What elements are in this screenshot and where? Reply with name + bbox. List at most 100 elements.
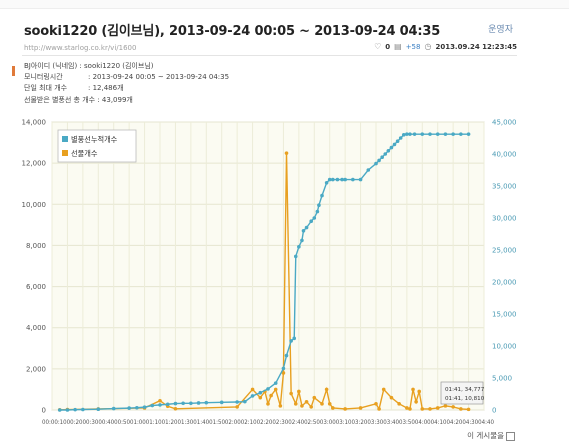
cumulative-series-point bbox=[466, 132, 471, 136]
view-count: +58 bbox=[405, 42, 421, 51]
cumulative-series-point bbox=[293, 254, 298, 259]
tooltip-box bbox=[440, 381, 484, 405]
info-row-total: 선물받은 별풍선 총 개수 : 43,099개 bbox=[24, 95, 229, 106]
info-label: 선물받은 별풍선 총 개수 : bbox=[24, 95, 100, 104]
cumulative-series-point bbox=[358, 177, 363, 182]
cumulative-series-point bbox=[96, 407, 101, 412]
y-left-tick-label: 8,000 bbox=[26, 242, 46, 250]
gift-series-point bbox=[266, 402, 270, 406]
gift-series-point bbox=[408, 407, 412, 411]
gift-series-point bbox=[451, 405, 455, 409]
info-block: BJ아이디 (닉네임) : sooki1220 (김이브님) 모니터링시간: 2… bbox=[24, 61, 229, 106]
cumulative-series-point bbox=[315, 209, 320, 214]
cumulative-series-point bbox=[301, 229, 306, 233]
y-right-tick-label: 45,000 bbox=[492, 119, 517, 127]
list-link-label: 이 게시물을 bbox=[467, 431, 504, 440]
cumulative-series-point bbox=[401, 133, 406, 137]
cumulative-series-point bbox=[459, 132, 463, 136]
gift-series-point bbox=[284, 151, 289, 155]
info-value: 43,099개 bbox=[101, 95, 133, 104]
cumulative-series-point bbox=[386, 149, 391, 153]
post-url[interactable]: http://www.starlog.co.kr/vi/1600 bbox=[24, 44, 137, 52]
cumulative-series-point bbox=[383, 152, 388, 156]
post-meta: ♡ 0 ▤ +58 ◷ 2013.09.24 12:23:45 bbox=[374, 42, 517, 51]
gift-series-point bbox=[343, 407, 347, 411]
cumulative-series-point bbox=[165, 402, 170, 407]
cumulative-series-point bbox=[408, 132, 412, 136]
y-left-tick-label: 4,000 bbox=[26, 324, 46, 332]
y-right-tick-label: 0 bbox=[492, 407, 496, 415]
y-right-tick-label: 15,000 bbox=[492, 311, 517, 319]
post-timestamp: 2013.09.24 12:23:45 bbox=[435, 42, 517, 51]
gift-series-point bbox=[459, 407, 463, 411]
tooltip-line: 01:41, 10,810 bbox=[445, 396, 485, 402]
cumulative-series-point bbox=[196, 401, 201, 405]
browser-top-strip bbox=[0, 0, 569, 9]
cumulative-series-point bbox=[173, 401, 178, 406]
cumulative-series-point bbox=[81, 407, 85, 412]
cumulative-series-point bbox=[343, 177, 347, 182]
cumulative-series-point bbox=[219, 400, 224, 405]
cumulative-series-point bbox=[317, 203, 321, 207]
gift-series-point bbox=[158, 398, 162, 403]
cumulative-series-point bbox=[366, 168, 371, 172]
cumulative-series-point bbox=[340, 177, 344, 182]
gift-series-point bbox=[358, 406, 363, 410]
info-row-max: 단일 최대 개수: 12,486개 bbox=[24, 83, 229, 94]
gift-series-point bbox=[428, 407, 432, 411]
cumulative-series-point bbox=[451, 132, 455, 136]
cumulative-series-point bbox=[289, 339, 293, 343]
cumulative-series-point bbox=[405, 132, 409, 136]
cumulative-series-point bbox=[181, 401, 185, 406]
cumulative-series-point bbox=[312, 216, 317, 220]
footer-link[interactable]: 이 게시물을 bbox=[467, 430, 515, 441]
gift-series-point bbox=[300, 404, 304, 408]
legend-label: 선물개수 bbox=[71, 149, 98, 158]
gift-series-point bbox=[173, 406, 178, 411]
info-row-bj: BJ아이디 (닉네임) : sooki1220 (김이브님) bbox=[24, 61, 229, 72]
y-left-tick-label: 2,000 bbox=[26, 365, 46, 373]
gift-series-point bbox=[420, 407, 425, 411]
cumulative-series-point bbox=[331, 177, 335, 182]
cumulative-series-point bbox=[142, 405, 147, 409]
info-label: 모니터링시간 bbox=[24, 73, 63, 82]
y-right-tick-label: 5,000 bbox=[492, 375, 512, 383]
cumulative-series-point bbox=[374, 161, 378, 166]
gift-series-point bbox=[466, 407, 471, 412]
cumulative-series-point bbox=[284, 353, 289, 358]
view-icon: ▤ bbox=[394, 42, 402, 51]
y-left-tick-label: 12,000 bbox=[22, 160, 47, 168]
gift-series-point bbox=[293, 402, 298, 406]
cumulative-series-point bbox=[273, 381, 278, 385]
cumulative-series-point bbox=[127, 406, 131, 410]
legend-box bbox=[57, 129, 137, 163]
gift-series-point bbox=[435, 406, 440, 410]
cumulative-series-point bbox=[57, 408, 62, 412]
cumulative-series-point bbox=[392, 142, 397, 147]
info-value: : 12,486개 bbox=[88, 84, 124, 93]
cumulative-series-point bbox=[243, 399, 247, 404]
cumulative-series-point bbox=[327, 177, 332, 182]
gift-series-point bbox=[417, 389, 422, 394]
cumulative-series-point bbox=[111, 406, 116, 411]
cumulative-series-point bbox=[380, 155, 384, 159]
gift-series-point bbox=[331, 406, 335, 410]
x-tick-labels: 00:00:1000:2000:3000:4000:5001:0001:1001… bbox=[42, 418, 494, 426]
admin-link[interactable]: 운영자 bbox=[488, 25, 513, 35]
cumulative-series-point bbox=[204, 400, 209, 405]
gift-series-point bbox=[381, 387, 386, 392]
cumulative-series-point bbox=[435, 132, 440, 136]
gift-series-point bbox=[289, 391, 293, 396]
cumulative-series-point bbox=[266, 387, 270, 391]
cumulative-series-point bbox=[258, 390, 263, 395]
legend-label: 별풍선누적개수 bbox=[71, 135, 118, 144]
gift-series-point bbox=[389, 395, 394, 400]
list-box-icon bbox=[506, 431, 515, 441]
cumulative-series-point bbox=[335, 177, 340, 182]
gift-series-point bbox=[278, 404, 283, 408]
cumulative-series-point bbox=[320, 193, 324, 198]
gift-series-point bbox=[281, 371, 286, 375]
cumulative-series-point bbox=[377, 158, 381, 163]
legend-swatch bbox=[62, 150, 68, 156]
